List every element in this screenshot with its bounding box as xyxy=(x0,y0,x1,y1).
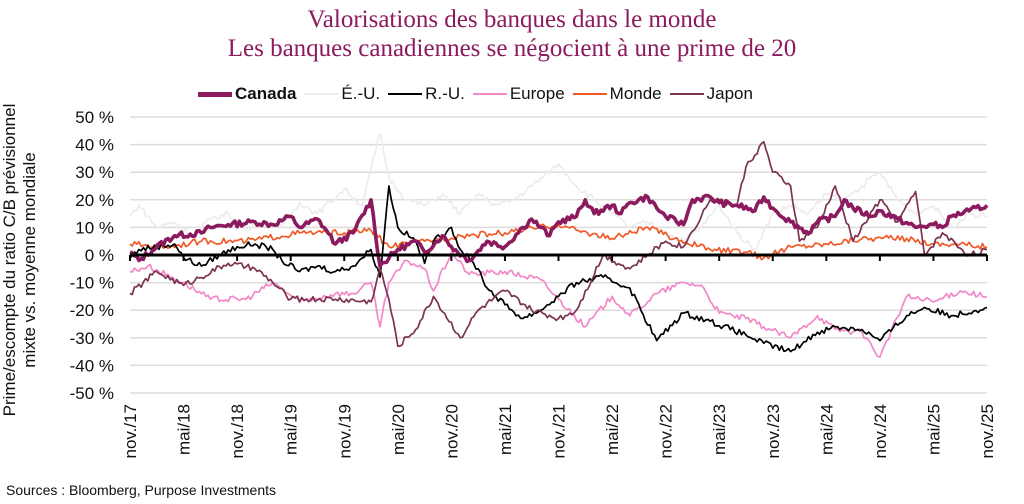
x-tick-label: nov./25 xyxy=(978,404,997,459)
legend-item: R.-U. xyxy=(388,84,465,104)
x-tick-label: nov./22 xyxy=(657,404,676,459)
y-tick-label: 20 % xyxy=(75,191,114,210)
legend-label: R.-U. xyxy=(425,84,465,103)
series-line-japon xyxy=(129,140,988,347)
legend-label: Japon xyxy=(706,84,753,103)
y-tick-label: 10 % xyxy=(75,218,114,237)
chart-title: Valorisations des banques dans le monde xyxy=(307,6,717,33)
y-tick-label: -10 % xyxy=(70,274,114,293)
y-tick-label: 40 % xyxy=(75,136,114,155)
legend: Canada É.-U. R.-U. Europe Monde Japon xyxy=(198,84,761,104)
x-tick-label: nov./17 xyxy=(121,404,140,459)
legend-item: Monde xyxy=(572,84,662,104)
x-tick-label: nov./18 xyxy=(228,404,247,459)
series-line-ru xyxy=(129,185,988,353)
y-tick-label: 0 % xyxy=(85,246,114,265)
chart-subtitle: Les banques canadiennes se négocient à u… xyxy=(227,35,797,62)
legend-label: Canada xyxy=(235,84,297,103)
series-line-europe xyxy=(129,251,988,358)
x-tick-label: mai/21 xyxy=(496,404,515,455)
series-line-eu xyxy=(129,132,988,251)
series-line-canada xyxy=(129,193,989,268)
y-tick-label: 50 % xyxy=(75,108,114,127)
x-tick-label: mai/20 xyxy=(389,404,408,455)
legend-label: É.-U. xyxy=(341,84,381,103)
x-tick-label: mai/18 xyxy=(175,404,194,455)
x-tick-label: nov./24 xyxy=(871,404,890,459)
legend-item: Europe xyxy=(472,84,565,104)
x-tick-label: nov./20 xyxy=(442,404,461,459)
x-tick-label: mai/23 xyxy=(710,404,729,455)
legend-item: Canada xyxy=(198,84,296,104)
x-tick-label: mai/22 xyxy=(603,404,622,455)
legend-item: É.-U. xyxy=(304,84,380,104)
legend-swatch xyxy=(304,93,339,95)
y-tick-label: -40 % xyxy=(70,356,114,375)
y-tick-label: 30 % xyxy=(75,163,114,182)
legend-label: Europe xyxy=(509,84,565,103)
legend-swatch xyxy=(572,93,607,95)
x-tick-label: mai/25 xyxy=(924,404,943,455)
x-tick-label: mai/19 xyxy=(282,404,301,455)
legend-swatch xyxy=(472,93,507,95)
y-tick-label: -30 % xyxy=(70,329,114,348)
source-note: Sources : Bloomberg, Purpose Investments xyxy=(6,482,277,498)
legend-swatch xyxy=(669,93,704,95)
legend-swatch xyxy=(388,93,423,95)
legend-swatch xyxy=(198,91,232,97)
x-tick-label: nov./21 xyxy=(550,404,569,459)
y-tick-label: -50 % xyxy=(70,384,114,403)
x-tick-label: nov./23 xyxy=(764,404,783,459)
legend-item: Japon xyxy=(669,84,753,104)
x-tick-label: mai/24 xyxy=(817,404,836,455)
y-tick-label: -20 % xyxy=(70,301,114,320)
legend-label: Monde xyxy=(609,84,662,103)
x-tick-label: nov./19 xyxy=(335,404,354,459)
